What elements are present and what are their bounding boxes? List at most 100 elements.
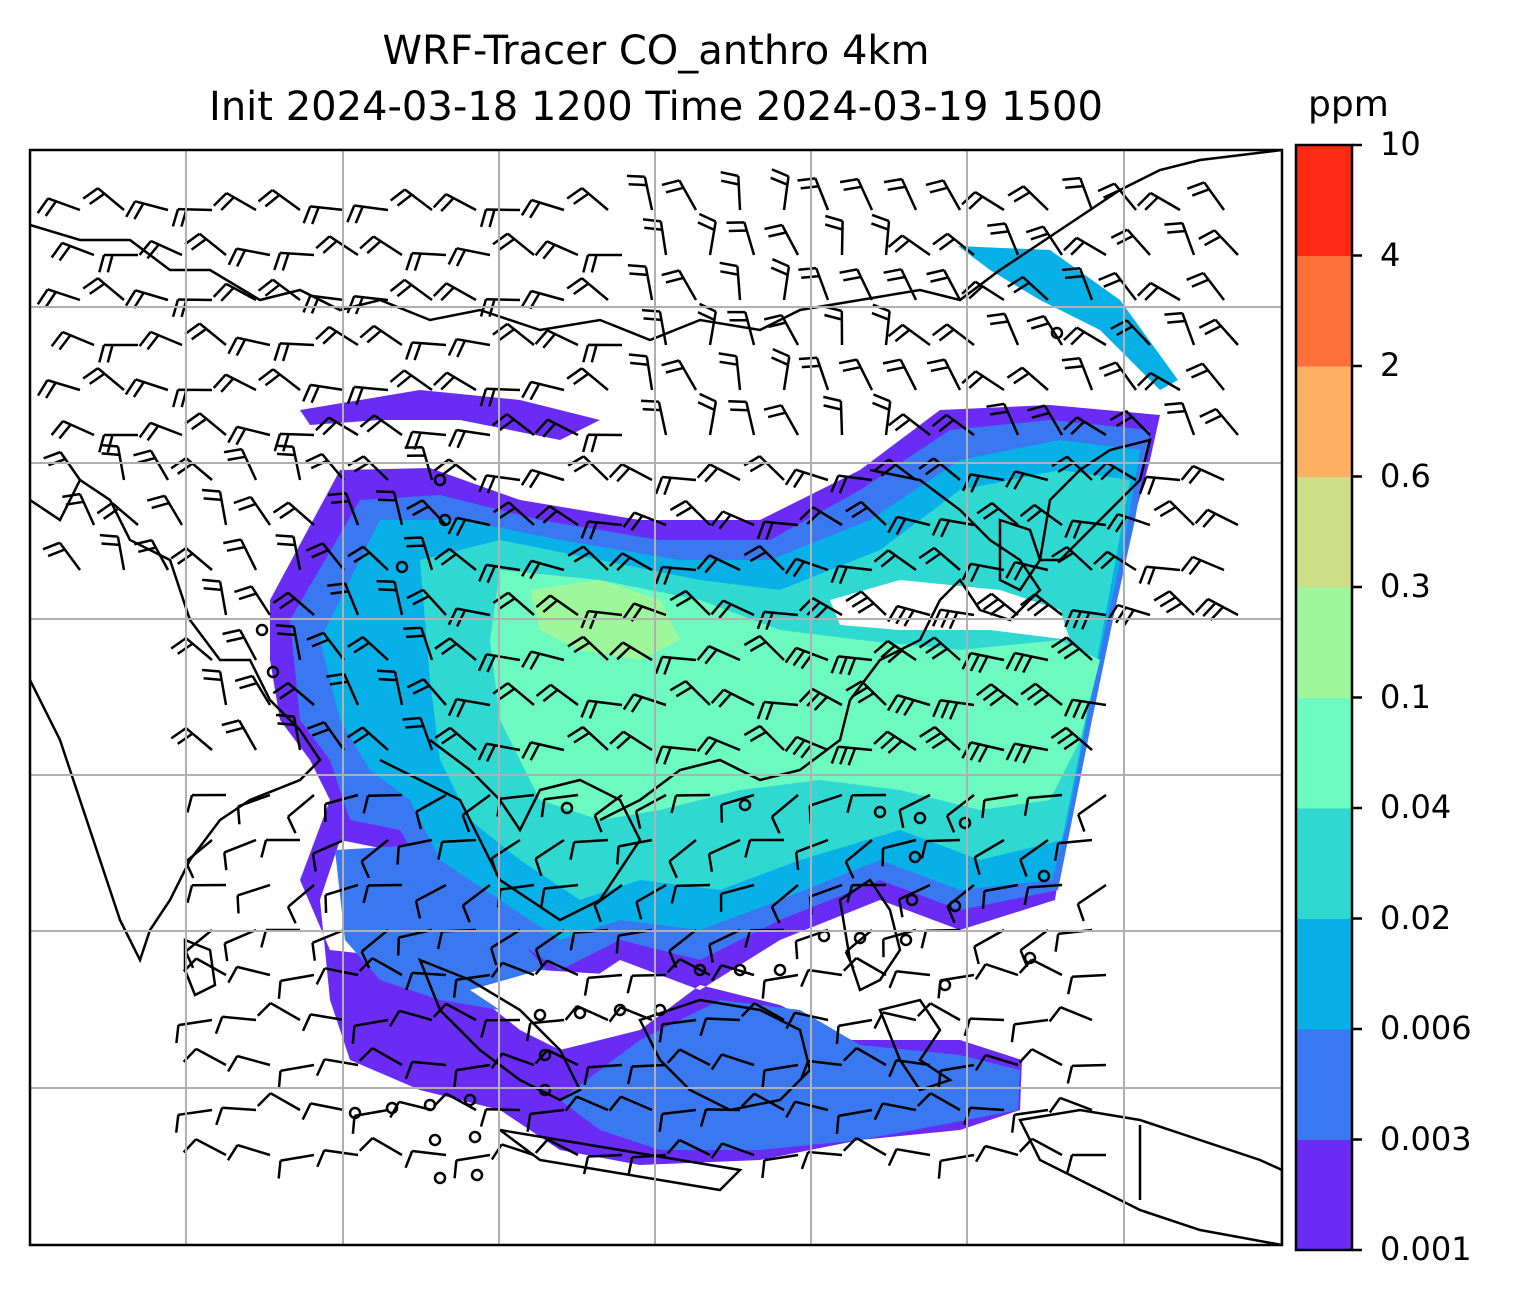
wind-barb [976,683,1019,707]
wind-barb [842,1137,887,1157]
calm-wind-circle [733,963,747,977]
wind-barb [761,973,799,999]
wind-barb [477,653,521,673]
wind-barb [184,232,227,256]
wind-barb [492,591,535,616]
wind-barb [535,683,579,707]
wind-barb [1019,593,1063,617]
wind-barb [306,631,345,661]
wind-barb [888,969,931,989]
calm-wind-circle [433,1171,447,1185]
wind-barb [1066,973,1107,995]
wind-barb [763,404,800,436]
wind-barb [170,457,213,481]
wind-barb [478,474,521,494]
wind-barb [437,838,477,860]
wind-barb [389,188,433,211]
wind-barb [175,1018,213,1044]
wind-barb [324,883,359,913]
wind-barb [272,501,315,526]
wind-barb [305,452,345,481]
wind-barb [830,745,873,766]
wind-barb [359,235,403,257]
wind-barb [987,222,1020,256]
wind-barb [273,432,315,452]
wind-barb [870,213,891,256]
wind-barb [581,433,623,453]
wind-barb [626,973,667,994]
colorbar-tick-label: 2 [1380,346,1401,384]
wind-barb [937,1153,975,1179]
wind-barb [215,1106,257,1126]
wind-barb [830,474,873,494]
wind-barb [359,324,403,347]
wind-barb [609,641,653,662]
wind-barb [710,964,755,982]
wind-barb [916,1002,961,1022]
wind-barb [277,973,315,999]
colorbar-tick-label: 0.003 [1380,1119,1472,1158]
wind-barb [415,793,447,830]
plume-north-faint [300,390,600,440]
wind-barb [124,289,169,309]
wind-barb [184,322,227,346]
wind-barb [839,268,874,301]
wind-barb [887,234,931,257]
wind-barb [1051,455,1093,481]
calm-wind-circle [899,933,913,947]
wind-barb [1076,883,1107,922]
wind-barb [223,538,258,571]
wind-barb [432,1002,477,1022]
wind-barb [236,883,271,914]
wind-barb [376,579,404,616]
calm-wind-circle [913,811,927,825]
calm-wind-circle [395,560,409,574]
wind-barb [275,534,302,571]
wind-barb [743,724,785,751]
wind-barb [302,383,345,404]
wind-barb [447,697,491,718]
calm-wind-circle [255,623,269,637]
colorbar-segment [1296,697,1352,809]
wind-barb [718,352,742,391]
wind-barb [316,1148,359,1168]
wind-barb [658,1108,697,1132]
colorbar-segment [1296,1139,1352,1251]
coastline-india [30,478,322,964]
wind-barb [490,838,521,876]
colorbar-tick-label: 0.001 [1380,1230,1472,1268]
wind-barb [98,253,138,273]
map-panel [30,150,1282,1245]
wind-barb [227,425,271,446]
wind-barb [275,713,302,751]
wind-barb [477,742,521,763]
wind-barb [256,1092,301,1112]
wind-barb [311,928,345,961]
colorbar-segment [1296,808,1352,919]
wind-barb [622,693,667,713]
wind-barb [1005,560,1049,581]
calm-wind-circle [538,1048,552,1062]
wind-barb [835,1018,873,1044]
wind-barb [447,247,491,267]
wind-barb [593,883,623,923]
wind-barb [719,261,742,301]
wind-barb [36,379,81,399]
wind-barb [346,385,389,406]
wind-barb [534,838,565,877]
wind-barb [918,546,961,571]
wind-barb [763,313,800,346]
colorbar-segment [1296,366,1352,477]
calm-wind-circle [958,816,972,830]
wind-barb [697,212,717,256]
wind-barb [1180,555,1225,576]
wind-barb [756,520,799,540]
wind-barb [830,564,873,585]
map-frame [28,148,1284,1247]
wind-barb [479,1108,521,1127]
wind-barb [223,928,257,962]
wind-barb [1010,1108,1049,1133]
wind-barb [761,1063,799,1089]
wind-barb [404,1149,447,1169]
calm-wind-circle [1037,869,1051,883]
